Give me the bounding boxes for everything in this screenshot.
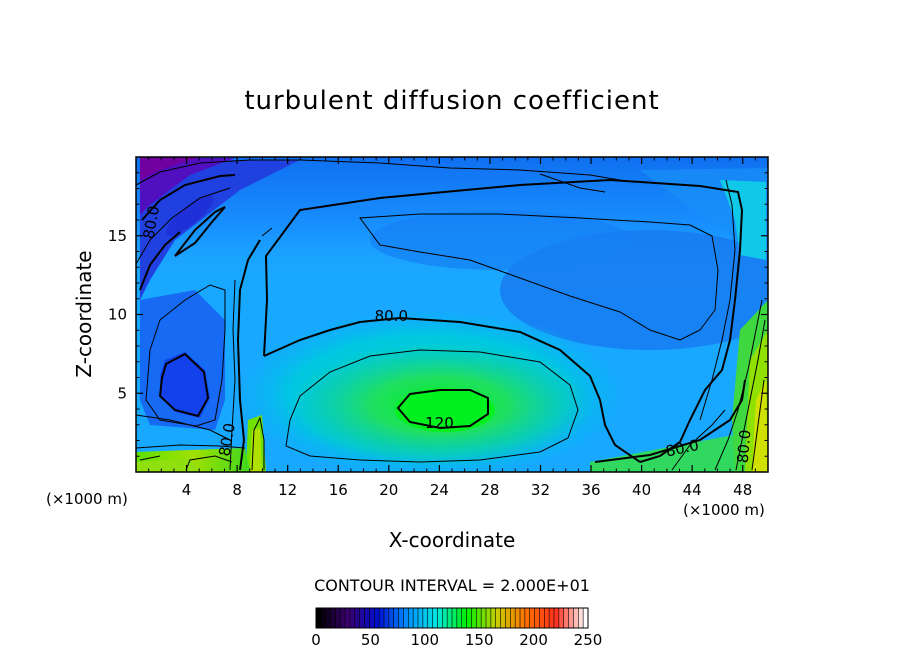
colorbar-swatch (490, 608, 497, 628)
colorbar-swatch (374, 608, 380, 628)
x-tick-label: 44 (683, 481, 702, 499)
colorbar-swatch (583, 608, 589, 628)
colorbar-swatch (427, 608, 433, 628)
colorbar-swatch (578, 608, 584, 628)
colorbar-swatch (471, 608, 477, 628)
colorbar-swatch (505, 608, 511, 628)
colorbar-tick-label: 250 (574, 631, 603, 649)
colorbar-swatch (476, 608, 482, 628)
colorbar-swatch (330, 608, 336, 628)
colorbar-swatch (350, 608, 356, 628)
colorbar-swatch (316, 608, 322, 628)
colorbar-swatch (534, 608, 540, 628)
colorbar-swatch (554, 608, 560, 628)
colorbar-swatch (369, 608, 375, 628)
contour-interval-note: CONTOUR INTERVAL = 2.000E+01 (314, 576, 590, 595)
x-tick-label: 24 (430, 481, 449, 499)
colorbar-swatch (422, 608, 429, 628)
colorbar-swatch (388, 608, 395, 628)
colorbar-tick-label: 50 (361, 631, 380, 649)
colorbar-swatch (384, 608, 390, 628)
colorbar-swatch (544, 608, 550, 628)
x-tick-label: 20 (379, 481, 398, 499)
colorbar-swatch (563, 608, 569, 628)
contour-label: 80.0 (734, 429, 755, 464)
colorbar-swatch (354, 608, 361, 628)
x-tick-label: 16 (329, 481, 348, 499)
x-axis-unit-right: (×1000 m) (683, 501, 765, 519)
colorbar-swatch (500, 608, 506, 628)
colorbar-swatch (447, 608, 453, 628)
chart-title: turbulent diffusion coefficient (244, 86, 660, 116)
colorbar-swatch (418, 608, 424, 628)
colorbar-swatch (568, 608, 574, 628)
colorbar-tick-label: 200 (519, 631, 548, 649)
contour-lines (136, 159, 766, 471)
colorbar-swatch (452, 608, 458, 628)
x-tick-label: 12 (278, 481, 297, 499)
contour-label: 120. (425, 414, 458, 432)
colorbar-swatch (345, 608, 351, 628)
colorbar-tick-label: 150 (465, 631, 494, 649)
x-axis-label: X-coordinate (388, 528, 516, 552)
colorbar: 0 50 100 150 200 250 (311, 607, 603, 649)
colorbar-swatch (515, 608, 521, 628)
x-tick-label: 40 (632, 481, 651, 499)
colorbar-swatch (510, 608, 516, 628)
colorbar-swatch (481, 608, 487, 628)
colorbar-swatch (437, 608, 443, 628)
colorbar-swatch (466, 608, 472, 628)
contour-label: 80.0 (140, 204, 164, 240)
colorbar-swatch (520, 608, 526, 628)
colorbar-swatch (320, 608, 327, 628)
colorbar-frame (315, 607, 589, 629)
colorbar-swatch (549, 608, 555, 628)
x-tick-label: 36 (581, 481, 600, 499)
colorbar-swatch (408, 608, 414, 628)
x-axis-unit-left: (×1000 m) (46, 490, 128, 508)
colorbar-swatch (413, 608, 419, 628)
colorbar-swatch (393, 608, 399, 628)
x-axis: 4 8 12 16 20 24 28 32 36 40 44 48 (148, 157, 756, 499)
colorbar-swatch (442, 608, 448, 628)
colorbar-swatch (379, 608, 385, 628)
colorbar-swatch (529, 608, 535, 628)
colorbar-swatch (558, 608, 565, 628)
x-tick-label: 28 (480, 481, 499, 499)
colorbar-tick-label: 0 (311, 631, 321, 649)
x-tick-label: 32 (531, 481, 550, 499)
y-axis: 5 10 15 (108, 172, 768, 457)
colorbar-swatch (340, 608, 346, 628)
colorbar-swatch (573, 608, 579, 628)
contour-label: 80.0 (375, 307, 408, 325)
colorbar-swatch (456, 608, 463, 628)
colorbar-swatch (325, 608, 331, 628)
colorbar-tick-label: 100 (410, 631, 439, 649)
colorbar-swatch (524, 608, 531, 628)
colorbar-swatch (398, 608, 404, 628)
colorbar-swatch (403, 608, 409, 628)
contour-label: 80.0 (215, 422, 239, 458)
colorbar-swatch (486, 608, 492, 628)
colorbar-swatch (359, 608, 365, 628)
y-tick-label: 5 (117, 384, 127, 402)
y-axis-label: Z-coordinate (72, 250, 96, 378)
y-tick-label: 15 (108, 227, 127, 245)
y-tick-label: 10 (108, 306, 127, 324)
x-tick-label: 8 (232, 481, 242, 499)
colorbar-swatch (539, 608, 545, 628)
x-tick-label: 4 (182, 481, 192, 499)
colorbar-swatch (432, 608, 438, 628)
colorbar-swatch (461, 608, 467, 628)
colorbar-swatch (335, 608, 341, 628)
x-tick-label: 48 (733, 481, 752, 499)
colorbar-swatch (364, 608, 370, 628)
colorbar-swatch (495, 608, 501, 628)
